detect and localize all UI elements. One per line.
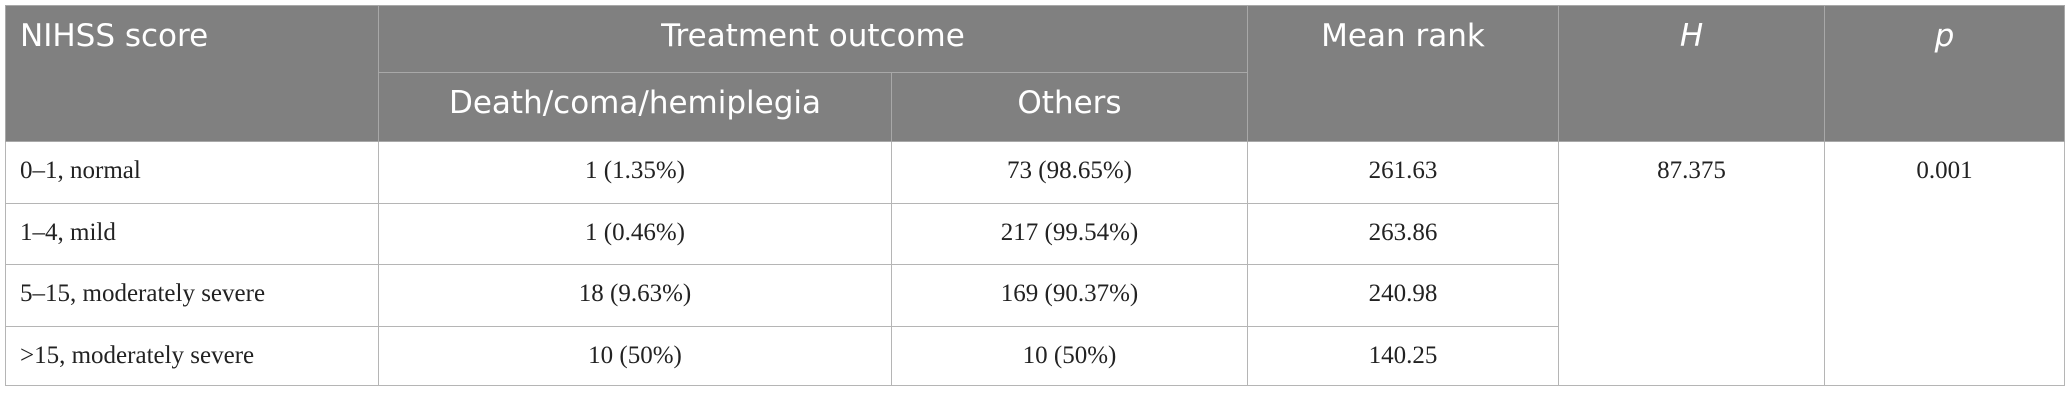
body-row: 0–1, normal 1 (1.35%) 73 (98.65%) 261.63… (5, 141, 2065, 386)
body-row: 5–15, moderately severe 18 (9.63%) 169 (… (5, 264, 2065, 327)
cell: 240.98 (1247, 264, 1559, 327)
cell: 10 (50%) (891, 326, 1248, 386)
cell: 18 (9.63%) (378, 264, 892, 327)
subheader-cell: Death/coma/hemiplegia (378, 72, 892, 142)
cell: 73 (98.65%) (891, 141, 1248, 204)
cell: 140.25 (1247, 326, 1559, 386)
cell: 169 (90.37%) (891, 264, 1248, 327)
header-cell: Treatment outcome (378, 5, 1248, 73)
cell: 5–15, moderately severe (5, 264, 379, 327)
cell: >15, moderately severe (5, 326, 379, 386)
cell: 261.63 (1247, 141, 1559, 204)
cell: 217 (99.54%) (891, 203, 1248, 265)
subheader-row: Death/coma/hemiplegia Others (6, 72, 2065, 142)
header-cell: Mean rank (1247, 5, 1559, 142)
cell: 1–4, mild (5, 203, 379, 265)
header-cell: NIHSS score (5, 5, 379, 142)
cell: 1 (1.35%) (378, 141, 892, 204)
results-table: NIHSS score Treatment outcome Mean rank … (5, 5, 2065, 386)
cell: 1 (0.46%) (378, 203, 892, 265)
subheader-cell: Others (891, 72, 1248, 142)
h-cell: 87.375 (1558, 141, 1825, 386)
p-cell: 0.001 (1824, 141, 2065, 386)
header-cell: p (1824, 5, 2065, 142)
header-row: NIHSS score Treatment outcome Mean rank … (5, 5, 2065, 142)
cell: 0–1, normal (5, 141, 379, 204)
body-row: >15, moderately severe 10 (50%) 10 (50%)… (5, 326, 2065, 386)
cell: 10 (50%) (378, 326, 892, 386)
header-cell: H (1558, 5, 1825, 142)
body-row: 1–4, mild 1 (0.46%) 217 (99.54%) 263.86 (5, 203, 2065, 265)
cell: 263.86 (1247, 203, 1559, 265)
